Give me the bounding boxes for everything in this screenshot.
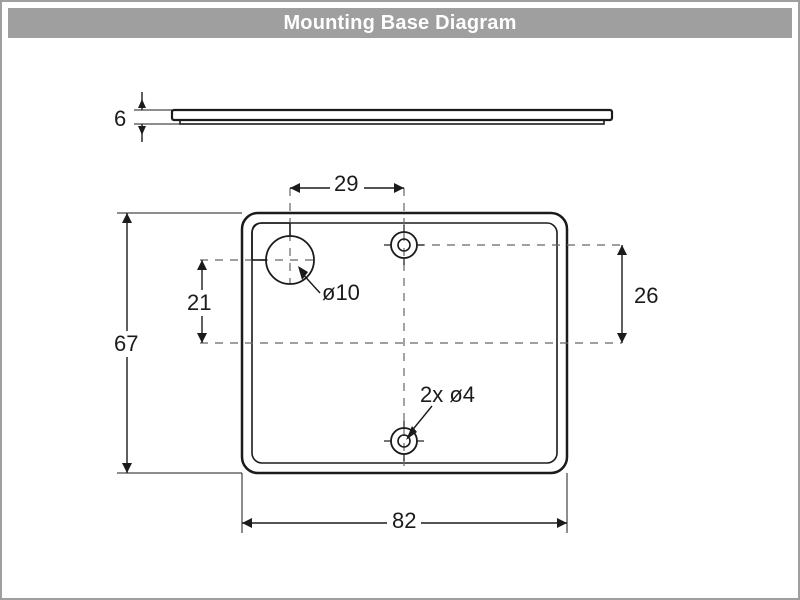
svg-text:82: 82 <box>392 508 416 533</box>
side-view: 6 <box>114 92 612 142</box>
plan-view: ø10 2x ø4 82 <box>110 171 664 533</box>
svg-text:26: 26 <box>634 283 658 308</box>
diagram-frame: Mounting Base Diagram 6 <box>0 0 800 600</box>
hole-small-top <box>384 225 424 265</box>
leader-d10: ø10 <box>298 266 360 305</box>
dim-82: 82 <box>242 473 567 533</box>
dim-29: 29 <box>290 171 404 197</box>
svg-text:67: 67 <box>114 331 138 356</box>
label-2xd4: 2x ø4 <box>420 382 475 407</box>
title-text: Mounting Base Diagram <box>283 12 516 35</box>
diagram-svg: 6 <box>2 38 798 594</box>
dim-26: 26 <box>622 245 664 343</box>
dim-thickness: 6 <box>114 106 126 131</box>
svg-text:29: 29 <box>334 171 358 196</box>
label-d10: ø10 <box>322 280 360 305</box>
hole-small-bottom <box>384 421 424 461</box>
leader-2xd4: 2x ø4 <box>406 382 475 440</box>
title-bar: Mounting Base Diagram <box>8 8 792 38</box>
svg-text:21: 21 <box>187 290 211 315</box>
dim-21: 21 <box>182 260 216 343</box>
